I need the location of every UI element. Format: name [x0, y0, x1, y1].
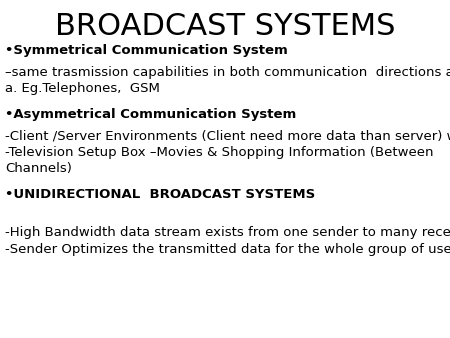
Text: -High Bandwidth data stream exists from one sender to many receivers
-Sender Opt: -High Bandwidth data stream exists from … [5, 226, 450, 256]
Text: -Client /Server Environments (Client need more data than server) www
-Television: -Client /Server Environments (Client nee… [5, 129, 450, 175]
Text: •Asymmetrical Communication System: •Asymmetrical Communication System [5, 108, 297, 121]
Text: •Symmetrical Communication System: •Symmetrical Communication System [5, 44, 288, 57]
Text: •UNIDIRECTIONAL  BROADCAST SYSTEMS: •UNIDIRECTIONAL BROADCAST SYSTEMS [5, 188, 315, 200]
Text: BROADCAST SYSTEMS: BROADCAST SYSTEMS [55, 12, 395, 41]
Text: –same trasmission capabilities in both communication  directions a-b,b-
a. Eg.Te: –same trasmission capabilities in both c… [5, 66, 450, 95]
